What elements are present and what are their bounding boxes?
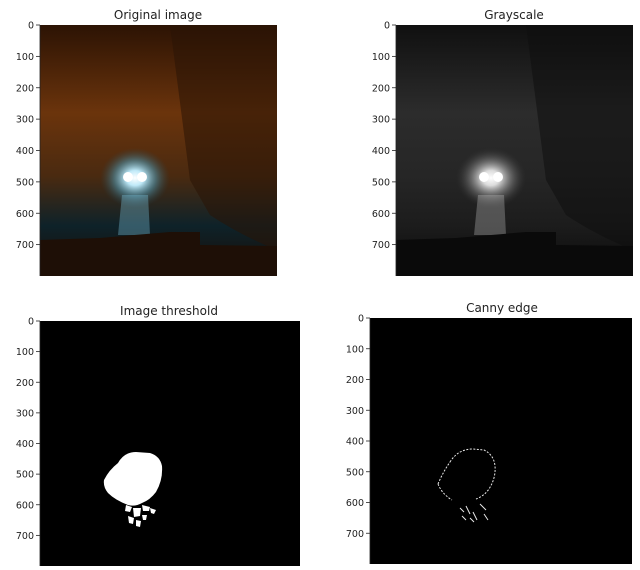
ytick-label-canny-500: 500 <box>346 467 364 478</box>
ytick-label-original-700: 700 <box>16 240 34 251</box>
headlight-right-grayscale <box>493 172 503 182</box>
ytick-label-grayscale-300: 300 <box>372 115 390 126</box>
yaxis-threshold: 0 100 200 300 400 500 600 700 <box>16 317 41 566</box>
canny-edge-contour <box>437 448 496 501</box>
ytick-label-threshold-500: 500 <box>16 470 34 481</box>
panel-canny: Canny edge 0 100 200 300 400 500 600 700 <box>346 301 632 564</box>
ytick-label-threshold-700: 700 <box>16 531 34 542</box>
ytick-label-canny-200: 200 <box>346 375 364 386</box>
yaxis-original: 0 100 200 300 400 500 600 700 <box>16 21 41 276</box>
threshold-blob <box>103 452 163 506</box>
ytick-label-grayscale-700: 700 <box>372 240 390 251</box>
ytick-label-canny-0: 0 <box>358 314 364 325</box>
ytick-label-grayscale-600: 600 <box>372 209 390 220</box>
ytick-label-grayscale-200: 200 <box>372 83 390 94</box>
image-canny <box>370 318 632 564</box>
dashboard-original <box>40 232 277 276</box>
ytick-label-threshold-100: 100 <box>16 347 34 358</box>
headlight-left-grayscale <box>479 172 489 182</box>
ytick-label-grayscale-500: 500 <box>372 177 390 188</box>
ytick-label-original-400: 400 <box>16 146 34 157</box>
road-reflection-grayscale <box>474 195 506 235</box>
panel-title-threshold: Image threshold <box>120 304 218 318</box>
ytick-label-threshold-400: 400 <box>16 439 34 450</box>
ytick-label-canny-100: 100 <box>346 344 364 355</box>
headlight-glow-original <box>100 148 170 208</box>
threshold-fragments <box>125 505 156 527</box>
panel-threshold: Image threshold 0 100 200 300 400 500 600 700 <box>16 304 300 566</box>
wall-shadow-original <box>170 25 277 250</box>
ytick-label-original-300: 300 <box>16 115 34 126</box>
headlight-right-original <box>137 172 147 182</box>
panel-title-canny: Canny edge <box>466 301 538 315</box>
ytick-label-canny-400: 400 <box>346 437 364 448</box>
ytick-label-original-0: 0 <box>28 21 34 32</box>
yaxis-grayscale: 0 100 200 300 400 500 600 700 <box>372 21 397 276</box>
wall-shadow-grayscale <box>526 25 633 250</box>
ytick-label-grayscale-100: 100 <box>372 52 390 63</box>
ytick-label-threshold-0: 0 <box>28 317 34 328</box>
panel-grayscale: Grayscale 0 100 200 300 400 500 600 700 <box>372 8 633 276</box>
ytick-label-threshold-600: 600 <box>16 500 34 511</box>
ytick-label-original-200: 200 <box>16 83 34 94</box>
dashboard-grayscale <box>396 232 633 276</box>
panel-title-grayscale: Grayscale <box>484 8 544 22</box>
ytick-label-canny-300: 300 <box>346 406 364 417</box>
ytick-label-grayscale-400: 400 <box>372 146 390 157</box>
ytick-label-canny-700: 700 <box>346 529 364 540</box>
headlight-glow-grayscale <box>456 148 526 208</box>
ytick-label-canny-600: 600 <box>346 498 364 509</box>
road-reflection-original <box>118 195 150 235</box>
ytick-label-grayscale-0: 0 <box>384 21 390 32</box>
ytick-label-threshold-300: 300 <box>16 408 34 419</box>
yaxis-canny: 0 100 200 300 400 500 600 700 <box>346 314 371 564</box>
ytick-label-original-600: 600 <box>16 209 34 220</box>
ytick-label-original-500: 500 <box>16 177 34 188</box>
canny-edge-fragments <box>459 503 489 523</box>
image-threshold <box>40 321 300 566</box>
panel-original: Original image 0 100 200 300 400 500 600 700 <box>16 8 277 276</box>
headlight-left-original <box>123 172 133 182</box>
panel-title-original: Original image <box>114 8 202 22</box>
ytick-label-threshold-200: 200 <box>16 378 34 389</box>
ytick-label-original-100: 100 <box>16 52 34 63</box>
